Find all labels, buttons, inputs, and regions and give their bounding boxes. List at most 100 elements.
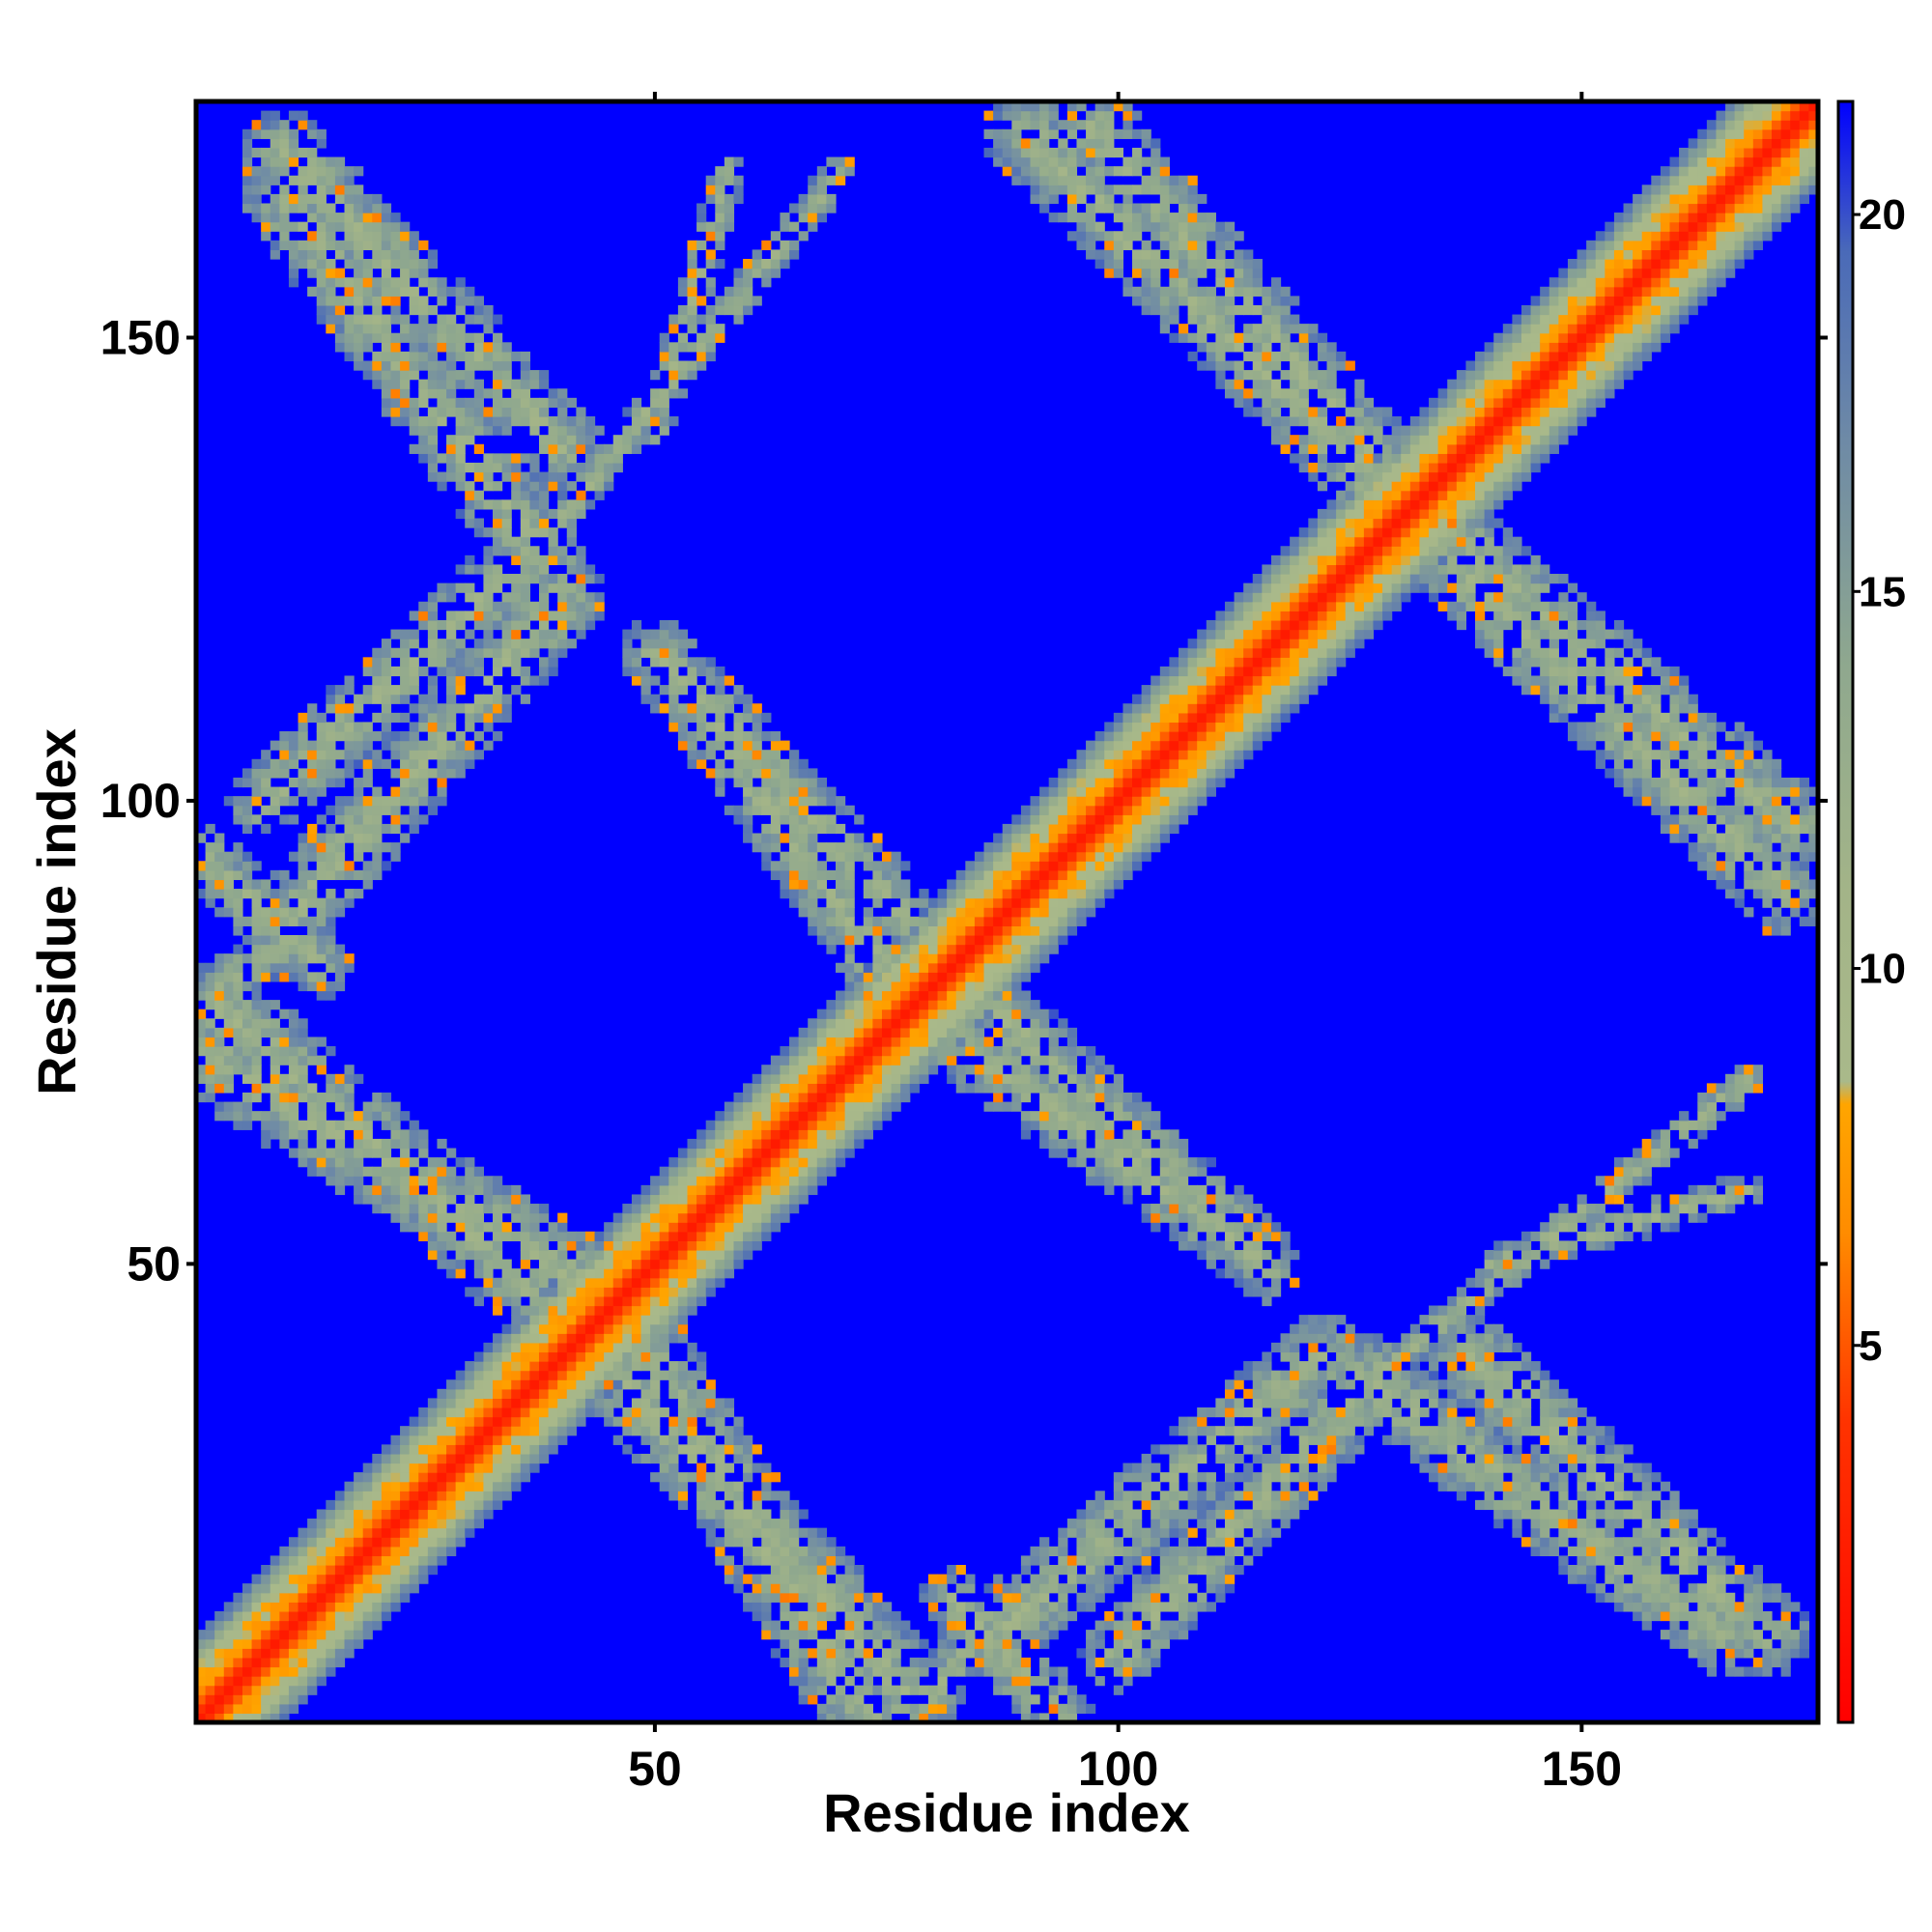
heatmap-cell bbox=[288, 1685, 299, 1695]
heatmap-cell bbox=[576, 1333, 586, 1344]
heatmap-cell bbox=[307, 213, 318, 223]
heatmap-cell bbox=[1002, 990, 1012, 1001]
heatmap-cell bbox=[196, 1065, 207, 1075]
heatmap-cell bbox=[1020, 1129, 1032, 1140]
heatmap-cell bbox=[501, 1295, 512, 1307]
heatmap-cell bbox=[326, 851, 336, 862]
heatmap-cell bbox=[511, 574, 522, 584]
heatmap-cell bbox=[631, 1406, 642, 1418]
heatmap-cell bbox=[557, 647, 568, 658]
heatmap-cell bbox=[566, 1406, 577, 1418]
heatmap-cell bbox=[372, 1138, 383, 1150]
heatmap-cell bbox=[808, 869, 818, 881]
heatmap-cell bbox=[334, 1610, 346, 1622]
heatmap-cell bbox=[789, 1519, 800, 1529]
heatmap-cell bbox=[668, 1222, 679, 1233]
heatmap-cell bbox=[307, 156, 318, 167]
heatmap-cell bbox=[854, 1009, 865, 1019]
heatmap-cell bbox=[789, 823, 800, 835]
heatmap-cell bbox=[715, 304, 725, 316]
heatmap-cell bbox=[752, 249, 762, 260]
heatmap-cell bbox=[427, 259, 439, 270]
heatmap-cell bbox=[1020, 1555, 1032, 1566]
heatmap-cell bbox=[288, 1648, 299, 1659]
heatmap-cell bbox=[798, 1527, 809, 1538]
heatmap-cell bbox=[881, 962, 893, 973]
heatmap-cell bbox=[566, 601, 577, 611]
heatmap-cell bbox=[927, 1046, 939, 1057]
heatmap-cell bbox=[584, 1388, 596, 1399]
heatmap-cell bbox=[307, 1046, 318, 1057]
heatmap-cell bbox=[465, 1509, 475, 1520]
heatmap-cell bbox=[270, 972, 280, 982]
heatmap-cell bbox=[381, 805, 392, 815]
heatmap-cell bbox=[427, 619, 439, 631]
heatmap-cell bbox=[288, 221, 299, 232]
heatmap-cell bbox=[427, 1463, 439, 1473]
heatmap-cell bbox=[993, 1676, 1004, 1687]
heatmap-cell bbox=[798, 213, 809, 223]
heatmap-cell bbox=[409, 351, 419, 362]
heatmap-cell bbox=[1002, 889, 1012, 899]
heatmap-cell bbox=[798, 1176, 809, 1186]
heatmap-cell bbox=[261, 1018, 271, 1029]
heatmap-cell bbox=[251, 213, 262, 223]
heatmap-cell bbox=[1058, 796, 1068, 807]
heatmap-cell bbox=[538, 416, 550, 427]
heatmap-cell bbox=[715, 1212, 725, 1223]
heatmap-cell bbox=[418, 786, 429, 797]
heatmap-cell bbox=[1030, 120, 1040, 130]
heatmap-cell bbox=[677, 675, 689, 686]
heatmap-cell bbox=[743, 694, 753, 704]
heatmap-cell bbox=[844, 1138, 855, 1150]
heatmap-cell bbox=[298, 944, 308, 954]
heatmap-cell bbox=[724, 750, 735, 760]
heatmap-cell bbox=[808, 786, 818, 797]
heatmap-cell bbox=[993, 1657, 1004, 1668]
heatmap-cell bbox=[927, 1583, 939, 1594]
heatmap-cell bbox=[307, 1555, 318, 1566]
heatmap-cell bbox=[307, 166, 318, 177]
heatmap-cell bbox=[789, 805, 800, 815]
heatmap-cell bbox=[437, 758, 447, 769]
heatmap-cell bbox=[557, 1277, 568, 1288]
heatmap-cell bbox=[427, 1564, 439, 1576]
heatmap-cell bbox=[288, 934, 299, 946]
heatmap-cell bbox=[557, 611, 568, 621]
heatmap-cell bbox=[409, 1138, 419, 1150]
heatmap-cell bbox=[418, 750, 429, 760]
heatmap-cell bbox=[780, 1657, 790, 1668]
heatmap-cell bbox=[548, 639, 558, 649]
heatmap-cell bbox=[1039, 1018, 1050, 1029]
heatmap-cell bbox=[455, 1472, 466, 1483]
heatmap-cell bbox=[1066, 1703, 1078, 1715]
heatmap-cell bbox=[780, 1157, 790, 1168]
heatmap-cell bbox=[473, 1388, 485, 1399]
heatmap-cell bbox=[715, 1157, 725, 1168]
heatmap-cell bbox=[677, 1333, 689, 1344]
heatmap-cell bbox=[381, 1157, 392, 1168]
heatmap-cell bbox=[752, 1231, 762, 1241]
heatmap-cell bbox=[1020, 1694, 1032, 1705]
heatmap-cell bbox=[650, 397, 661, 409]
heatmap-cell bbox=[427, 462, 439, 473]
heatmap-cell bbox=[872, 1120, 883, 1130]
heatmap-cell bbox=[1020, 1009, 1032, 1019]
heatmap-cell bbox=[1030, 1083, 1040, 1094]
heatmap-cell bbox=[381, 379, 392, 389]
heatmap-cell bbox=[307, 953, 318, 964]
heatmap-cell bbox=[761, 1472, 772, 1483]
heatmap-cell bbox=[789, 1638, 800, 1649]
heatmap-cell bbox=[455, 582, 466, 593]
heatmap-cell bbox=[705, 332, 716, 343]
heatmap-cell bbox=[974, 851, 985, 862]
heatmap-cell bbox=[650, 1361, 661, 1372]
heatmap-cell bbox=[465, 1194, 475, 1205]
heatmap-cell bbox=[455, 639, 466, 649]
heatmap-cell bbox=[566, 1416, 577, 1427]
heatmap-cell bbox=[696, 685, 707, 696]
heatmap-cell bbox=[965, 1648, 976, 1659]
heatmap-cell bbox=[789, 750, 800, 760]
heatmap-cell bbox=[251, 814, 262, 825]
heatmap-cell bbox=[409, 768, 419, 779]
